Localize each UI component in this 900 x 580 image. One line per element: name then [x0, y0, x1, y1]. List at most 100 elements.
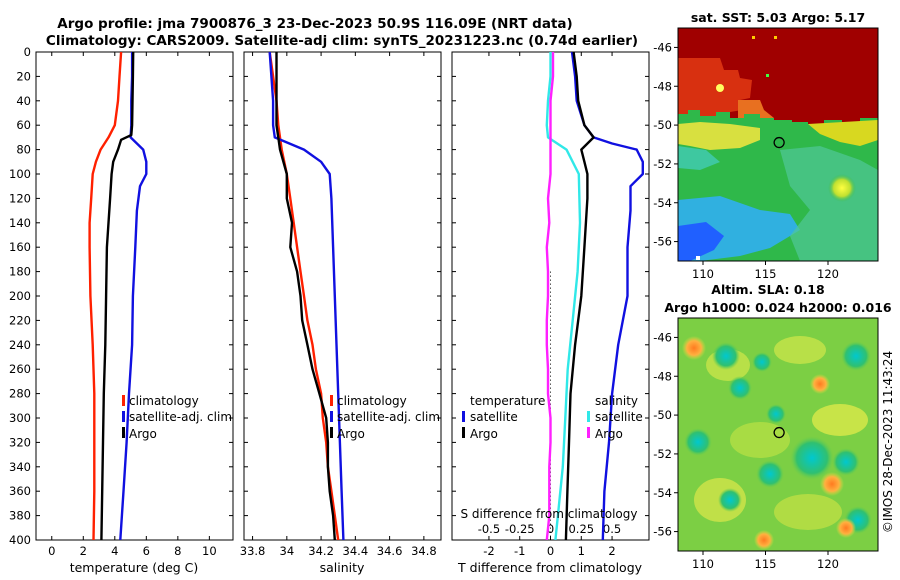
- y-tick-label: 280: [9, 387, 31, 401]
- y-tick-label: 60: [16, 118, 31, 132]
- legend-swatch-climatology: [330, 395, 333, 406]
- legend-label-argo: Argo: [129, 427, 157, 441]
- s-diff-tick-label: -0.25: [505, 522, 535, 536]
- map-x-tick-label: 120: [817, 557, 839, 571]
- sst-map: [678, 28, 878, 261]
- y-tick-label: 200: [9, 289, 31, 303]
- figure-title-line1: Argo profile: jma 7900876_3 23-Dec-2023 …: [57, 16, 572, 32]
- legend-label-argo: Argo: [337, 427, 365, 441]
- map-y-tick-label: -48: [653, 79, 672, 93]
- x-tick-label: 34.4: [343, 544, 369, 558]
- x-tick-label: 1: [578, 544, 585, 558]
- legend-title-temperature: temperature: [470, 394, 545, 408]
- temperature-legend: climatology satellite-adj. clim Argo: [122, 394, 232, 441]
- y-tick-label: 320: [9, 435, 31, 449]
- y-tick-label: 100: [9, 167, 31, 181]
- salinity-difference-axis-label: S difference from climatology: [461, 507, 638, 521]
- y-tick-label: 220: [9, 313, 31, 327]
- temp-argo-line: [100, 52, 135, 540]
- sal-satellite-adj-clim-line: [268, 52, 345, 540]
- map-x-tick-label: 115: [755, 267, 777, 281]
- map-y-tick-label: -50: [653, 118, 672, 132]
- legend-swatch-s-satellite: [587, 411, 590, 422]
- sla-map: [678, 318, 878, 551]
- y-tick-label: 160: [9, 240, 31, 254]
- legend-label-s-satellite: satellite: [595, 410, 643, 424]
- x-tick-label: 0: [48, 544, 55, 558]
- s-diff-tick-label: 0.25: [568, 522, 594, 536]
- legend-label-satellite: satellite-adj. clim: [337, 410, 440, 424]
- y-tick-label: 180: [9, 265, 31, 279]
- x-tick-label: -1: [514, 544, 525, 558]
- map-y-tick-label: -48: [653, 369, 672, 383]
- x-tick-label: 34: [280, 544, 295, 558]
- map-y-tick-label: -56: [653, 235, 672, 249]
- diff-temperature-argo-line: [564, 52, 595, 540]
- legend-label-climatology: climatology: [129, 394, 199, 408]
- map-y-tick-label: -46: [653, 40, 672, 54]
- legend-label-climatology: climatology: [337, 394, 407, 408]
- imos-watermark: ©IMOS 28-Dec-2023 11:43:24: [881, 351, 895, 533]
- x-tick-label: 6: [143, 544, 150, 558]
- map-x-tick-label: 115: [755, 557, 777, 571]
- diff-salinity-satellite-line: [545, 52, 582, 540]
- legend-label-satellite: satellite-adj. clim: [129, 410, 232, 424]
- legend-label-t-satellite: satellite: [470, 410, 518, 424]
- map-x-tick-label: 120: [817, 267, 839, 281]
- x-tick-label: 34.8: [411, 544, 437, 558]
- y-tick-label: 260: [9, 362, 31, 376]
- difference-axis-label: T difference from climatology: [457, 560, 643, 575]
- legend-swatch-t-satellite: [462, 411, 465, 422]
- legend-label-s-argo: Argo: [595, 427, 623, 441]
- map-x-tick-label: 110: [692, 557, 714, 571]
- sst-map-title: sat. SST: 5.03 Argo: 5.17: [691, 10, 865, 25]
- figure-title-line2: Climatology: CARS2009. Satellite-adj cli…: [46, 33, 638, 49]
- x-tick-label: 34.6: [377, 544, 403, 558]
- diff-salinity-argo-line: [545, 52, 555, 540]
- sst-argo-marker: [773, 136, 785, 149]
- map-y-tick-label: -50: [653, 408, 672, 422]
- y-tick-label: 400: [9, 533, 31, 547]
- x-tick-label: 0: [547, 544, 554, 558]
- legend-swatch-t-argo: [462, 427, 465, 438]
- s-diff-tick-label: -0.5: [478, 522, 500, 536]
- legend-swatch-argo: [122, 427, 125, 438]
- sla-map-subtitle: Argo h1000: 0.024 h2000: 0.016: [664, 300, 892, 315]
- x-tick-label: 4: [111, 544, 118, 558]
- sla-argo-marker: [773, 426, 785, 439]
- y-tick-label: 80: [16, 143, 31, 157]
- sla-map-frame: [677, 317, 879, 552]
- sla-map-title: Altim. SLA: 0.18: [711, 282, 824, 297]
- x-tick-label: 10: [202, 544, 217, 558]
- temperature-panel-frame: [35, 51, 234, 541]
- legend-swatch-argo: [330, 427, 333, 438]
- map-y-tick-label: -54: [653, 486, 672, 500]
- difference-legend: temperature satellite Argo salinity sate…: [462, 394, 643, 441]
- y-tick-label: 120: [9, 191, 31, 205]
- temp-climatology-line: [88, 52, 123, 540]
- y-tick-label: 40: [16, 94, 31, 108]
- sal-argo-line: [275, 52, 336, 540]
- legend-swatch-satellite: [330, 411, 333, 422]
- legend-swatch-s-argo: [587, 427, 590, 438]
- map-y-tick-label: -56: [653, 525, 672, 539]
- x-tick-label: 2: [608, 544, 615, 558]
- x-tick-label: 8: [174, 544, 181, 558]
- y-tick-label: 340: [9, 460, 31, 474]
- y-tick-label: 20: [16, 69, 31, 83]
- y-tick-label: 240: [9, 338, 31, 352]
- map-y-tick-label: -52: [653, 447, 672, 461]
- x-tick-label: 2: [80, 544, 87, 558]
- legend-label-t-argo: Argo: [470, 427, 498, 441]
- map-y-tick-label: -54: [653, 196, 672, 210]
- x-tick-label: 34.2: [308, 544, 334, 558]
- sst-map-frame: [677, 27, 879, 262]
- y-tick-label: 380: [9, 509, 31, 523]
- map-x-tick-label: 110: [692, 267, 714, 281]
- y-tick-label: 360: [9, 484, 31, 498]
- salinity-legend: climatology satellite-adj. clim Argo: [330, 394, 440, 441]
- temperature-axis-label: temperature (deg C): [70, 560, 199, 575]
- y-tick-label: 140: [9, 216, 31, 230]
- legend-title-salinity: salinity: [595, 394, 638, 408]
